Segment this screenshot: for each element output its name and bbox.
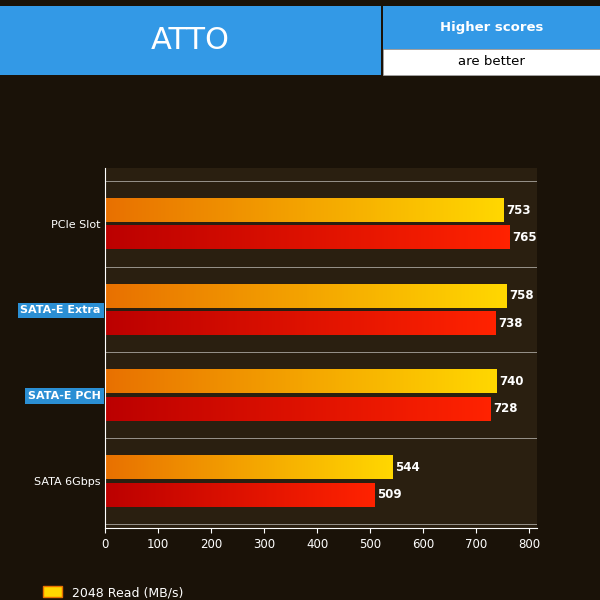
Legend: 2048 Read (MB/s), 2048 Write (MB/s): 2048 Read (MB/s), 2048 Write (MB/s) xyxy=(38,581,190,600)
Text: 738: 738 xyxy=(499,317,523,329)
Text: are better: are better xyxy=(458,55,525,68)
Text: PCIe Slot: PCIe Slot xyxy=(51,220,101,230)
Text: 753: 753 xyxy=(506,203,531,217)
Text: 728: 728 xyxy=(493,403,518,415)
Text: ATTO: ATTO xyxy=(151,26,230,55)
Text: SATA-E PCH: SATA-E PCH xyxy=(28,391,101,401)
Text: Higher scores: Higher scores xyxy=(440,21,543,34)
Text: 765: 765 xyxy=(512,231,537,244)
Text: 740: 740 xyxy=(499,375,524,388)
Text: 509: 509 xyxy=(377,488,401,501)
Text: 544: 544 xyxy=(395,461,420,473)
Text: 758: 758 xyxy=(509,289,533,302)
Text: SATA-E Extra: SATA-E Extra xyxy=(20,305,101,315)
Text: SATA 6Gbps: SATA 6Gbps xyxy=(34,477,101,487)
